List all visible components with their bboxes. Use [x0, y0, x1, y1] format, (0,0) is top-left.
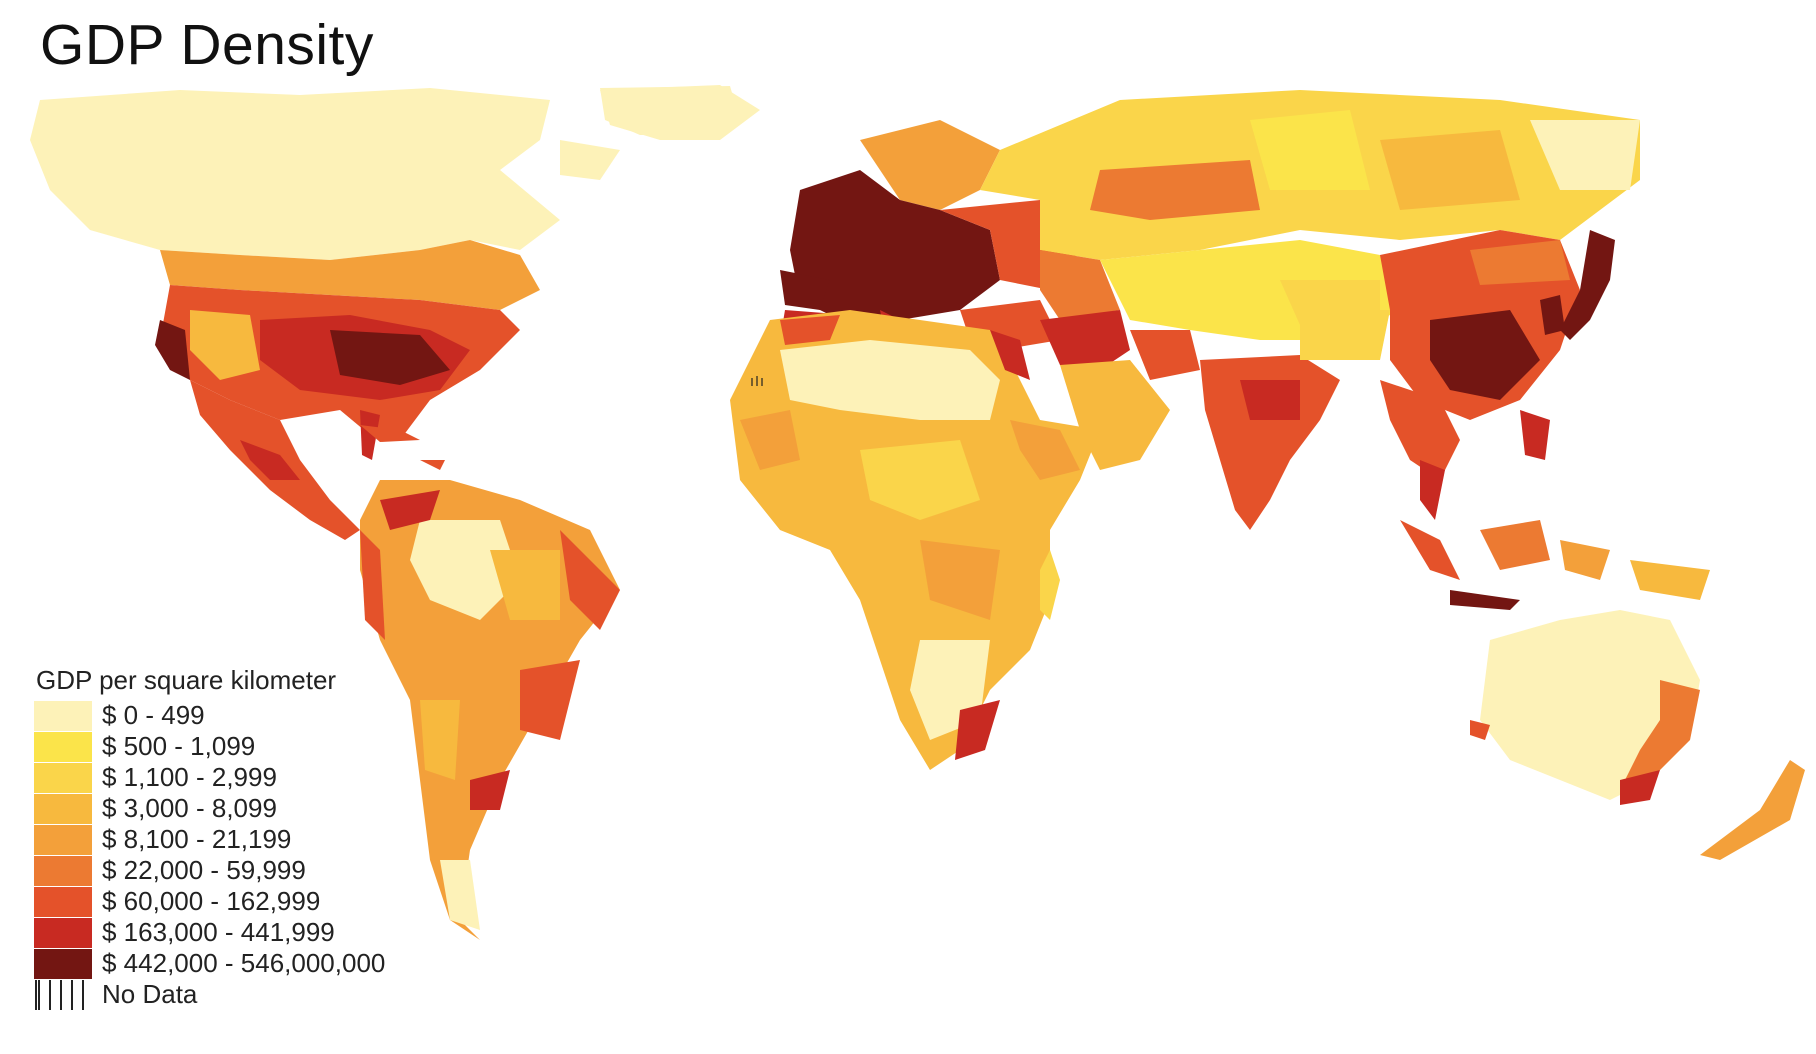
legend-label-no-data: No Data [102, 979, 198, 1009]
legend-title: GDP per square kilometer [36, 665, 337, 695]
no-data-hatching [751, 376, 763, 386]
legend-label: $ 500 - 1,099 [102, 731, 256, 761]
legend-label: $ 1,100 - 2,999 [102, 762, 277, 792]
legend-row: $ 8,100 - 21,199 [34, 824, 385, 855]
legend-label: $ 8,100 - 21,199 [102, 824, 292, 854]
legend-row: $ 0 - 499 [34, 700, 385, 731]
legend-row: $ 163,000 - 441,999 [34, 917, 385, 948]
legend-swatch [34, 824, 92, 855]
north-asia [980, 90, 1640, 320]
legend-row: $ 1,100 - 2,999 [34, 762, 385, 793]
greenland [600, 86, 740, 135]
world-map [30, 85, 1805, 940]
legend-swatch [34, 917, 92, 948]
legend-label: $ 60,000 - 162,999 [102, 886, 321, 916]
legend-classes: $ 0 - 499 $ 500 - 1,099 $ 1,100 - 2,999 $ 3… [34, 700, 385, 979]
legend-label: $ 442,000 - 546,000,000 [102, 948, 386, 978]
central-asia [1040, 240, 1400, 530]
north-america [30, 85, 760, 540]
legend-row: $ 22,000 - 59,999 [34, 855, 385, 886]
legend-swatch-no-data [34, 979, 92, 1010]
legend-row-no-data: No Data [34, 979, 385, 1010]
legend-row: $ 442,000 - 546,000,000 [34, 948, 385, 979]
legend-row: $ 3,000 - 8,099 [34, 793, 385, 824]
map-legend: GDP per square kilometer $ 0 - 499 $ 500 … [34, 665, 385, 1010]
legend-swatch [34, 731, 92, 762]
legend-swatch [34, 855, 92, 886]
legend-swatch [34, 700, 92, 731]
legend-row: $ 60,000 - 162,999 [34, 886, 385, 917]
oceania [1470, 610, 1805, 860]
south-america [360, 480, 620, 940]
legend-label: $ 0 - 499 [102, 700, 205, 730]
legend-swatch [34, 886, 92, 917]
map-title: GDP Density [40, 13, 374, 77]
legend-swatch [34, 948, 92, 979]
legend-row: $ 500 - 1,099 [34, 731, 385, 762]
africa [730, 310, 1100, 770]
legend-label: $ 3,000 - 8,099 [102, 793, 277, 823]
legend-label: $ 22,000 - 59,999 [102, 855, 306, 885]
legend-swatch [34, 762, 92, 793]
legend-label: $ 163,000 - 441,999 [102, 917, 335, 947]
legend-swatch [34, 793, 92, 824]
east-asia [1380, 230, 1710, 610]
